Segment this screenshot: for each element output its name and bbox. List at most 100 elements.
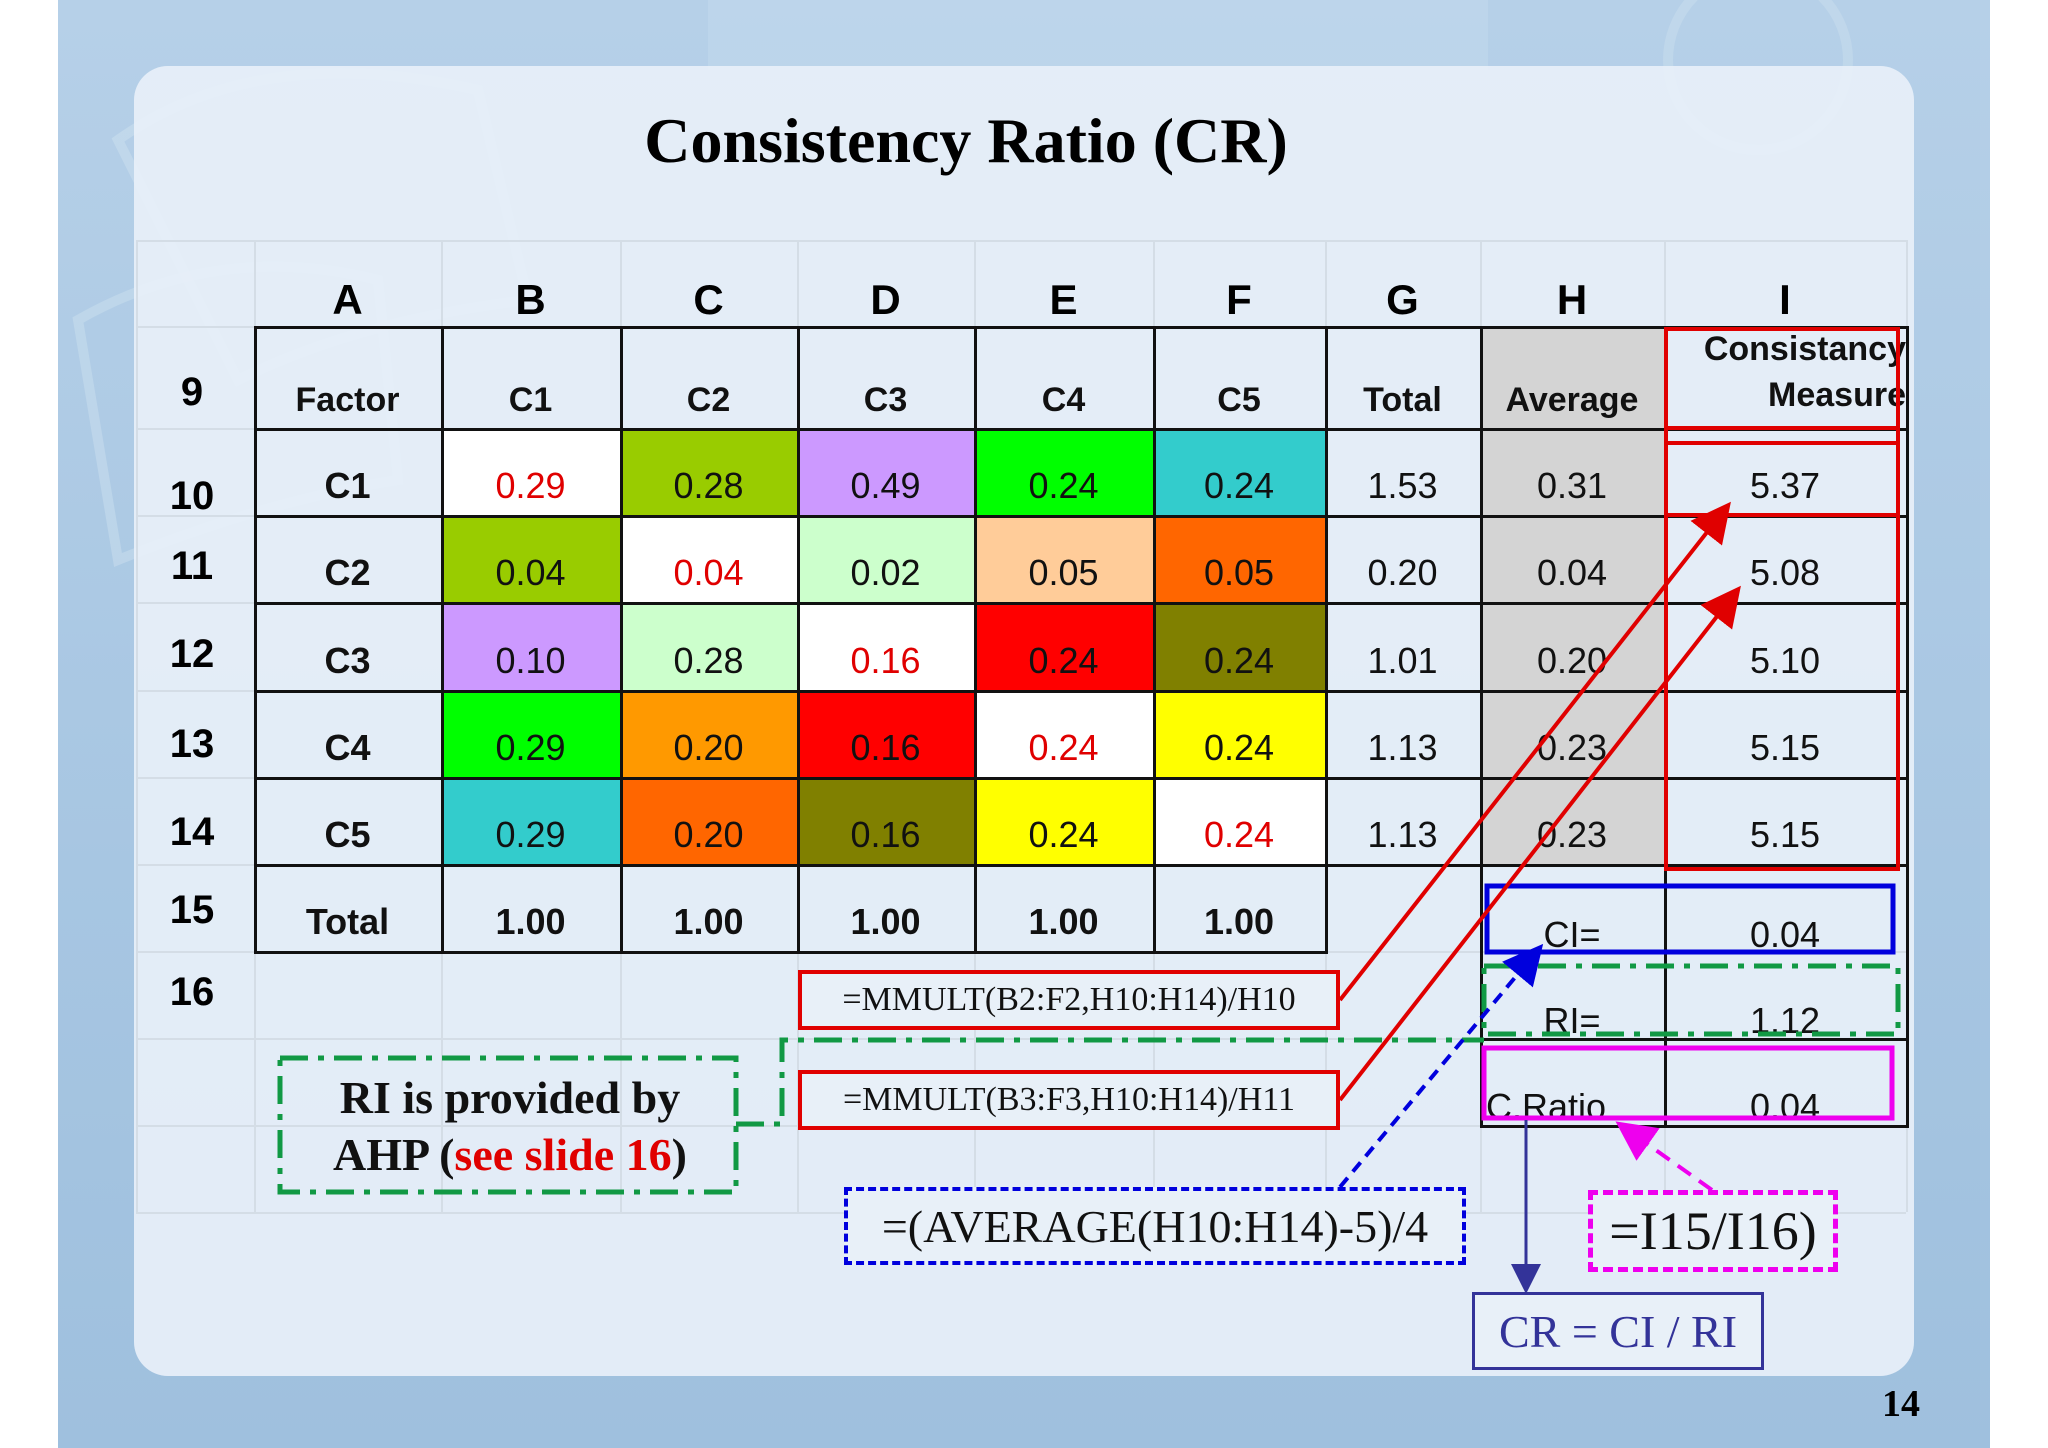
row-label-c1: C1 [324,465,371,506]
gridline-horizontal [136,240,1906,242]
matrix-cell: 0.16 [797,777,974,864]
column-header-f: F [1226,276,1252,323]
table-border [254,864,1909,867]
matrix-cell: 0.24 [974,602,1153,690]
column-header-i: I [1779,276,1791,323]
row-average: 0.31 [1536,465,1608,506]
row-total: 1.13 [1367,727,1438,768]
row-number-9: 9 [180,370,204,414]
consistency-label-line-2: Measure [1768,376,1906,414]
row-number-14: 14 [169,810,215,854]
matrix-cell: 0.24 [1153,428,1325,515]
matrix-cell: 0.05 [1153,515,1325,602]
consistency-measure: 5.15 [1749,814,1821,855]
column-total: 1.00 [850,901,921,942]
header-consistency-measure: Consistancy Measure [1664,326,1906,428]
row-average: 0.20 [1536,640,1608,681]
column-total: 1.00 [1028,901,1099,942]
matrix-cell: 0.24 [1153,690,1325,777]
ri-note-suffix: ) [671,1129,687,1180]
row-number-15: 15 [169,888,215,932]
matrix-cell: 0.24 [974,428,1153,515]
column-total: 1.00 [495,901,566,942]
table-border [254,326,1909,329]
header-c4: C4 [1041,381,1086,419]
header-total: Total [1363,381,1442,419]
table-border [1480,326,1483,867]
row-label-c2: C2 [324,552,371,593]
matrix-cell: 0.05 [974,515,1153,602]
column-header-e: E [1049,276,1078,323]
table-border [1325,326,1328,954]
column-header-b: B [515,276,546,323]
see-slide-16-link[interactable]: see slide 16 [454,1129,672,1180]
table-border [1664,326,1667,867]
slide-title: Consistency Ratio (CR) [644,105,1288,176]
row-average: 0.04 [1536,552,1608,593]
table-border [620,326,623,954]
matrix-cell: 0.20 [620,777,797,864]
matrix-cell: 0.04 [620,515,797,602]
cr-formula-box: CR = CI / RI [1472,1292,1764,1370]
summary-label: CI= [1543,914,1601,955]
matrix-cell: 0.16 [797,690,974,777]
table-border [1153,326,1156,954]
row-total: 0.20 [1367,552,1438,593]
table-border [254,602,1909,605]
mmult-formula-2: =MMULT(B3:F3,H10:H14)/H11 [798,1070,1340,1130]
table-border [254,428,1909,431]
table-border [254,951,1328,954]
column-header-h: H [1556,276,1588,323]
matrix-cell: 0.24 [974,777,1153,864]
table-border [1906,864,1909,1128]
matrix-cell: 0.16 [797,602,974,690]
average-header-fill [1480,326,1664,428]
matrix-cell: 0.49 [797,428,974,515]
consistency-measure: 5.10 [1749,640,1821,681]
average-formula-box: =(AVERAGE(H10:H14)-5)/4 [844,1187,1466,1265]
column-total: 1.00 [673,901,744,942]
totals-label: Total [305,901,390,942]
column-header-a: A [332,276,363,323]
table-border [441,326,444,954]
row-average: 0.23 [1536,814,1608,855]
page-number: 14 [1882,1383,1920,1425]
column-total: 1.00 [1203,901,1275,942]
header-c2: C2 [686,381,731,419]
table-border [1480,864,1483,1128]
summary-value: 0.04 [1749,914,1821,955]
table-border [1480,1038,1909,1041]
matrix-cell: 0.10 [441,602,620,690]
table-border [254,777,1909,780]
matrix-cell: 0.24 [974,690,1153,777]
table-border [1906,326,1909,867]
matrix-cell: 0.24 [1153,777,1325,864]
matrix-cell: 0.28 [620,428,797,515]
matrix-cell: 0.24 [1153,602,1325,690]
row-label-c3: C3 [324,640,371,681]
ri-note-line-1: RI is provided by [339,1071,681,1123]
header-c5: C5 [1217,381,1261,419]
matrix-cell: 0.02 [797,515,974,602]
matrix-cell: 0.29 [441,777,620,864]
consistency-measure: 5.37 [1749,465,1821,506]
table-border [974,326,977,954]
ratio-formula-text: =I15/I16) [1609,1201,1817,1261]
row-label-c4: C4 [324,727,371,768]
row-number-16: 16 [169,970,215,1014]
header-average: Average [1505,381,1639,419]
matrix-cell: 0.29 [441,690,620,777]
header-c1: C1 [508,381,553,419]
average-fill [1480,428,1664,515]
mmult-formula-2-text: =MMULT(B3:F3,H10:H14)/H11 [842,1081,1296,1118]
table-border [254,326,257,954]
mmult-formula-1-text: =MMULT(B2:F2,H10:H14)/H10 [842,981,1296,1018]
header-factor: Factor [295,381,400,419]
table-border [797,326,800,954]
ri-note-box: RI is provided by AHP (see slide 16) [280,1058,740,1194]
table-border [254,515,1909,518]
average-formula-text: =(AVERAGE(H10:H14)-5)/4 [881,1200,1429,1252]
matrix-cell: 0.29 [441,428,620,515]
header-c3: C3 [863,381,908,419]
mmult-formula-1: =MMULT(B2:F2,H10:H14)/H10 [798,970,1340,1030]
